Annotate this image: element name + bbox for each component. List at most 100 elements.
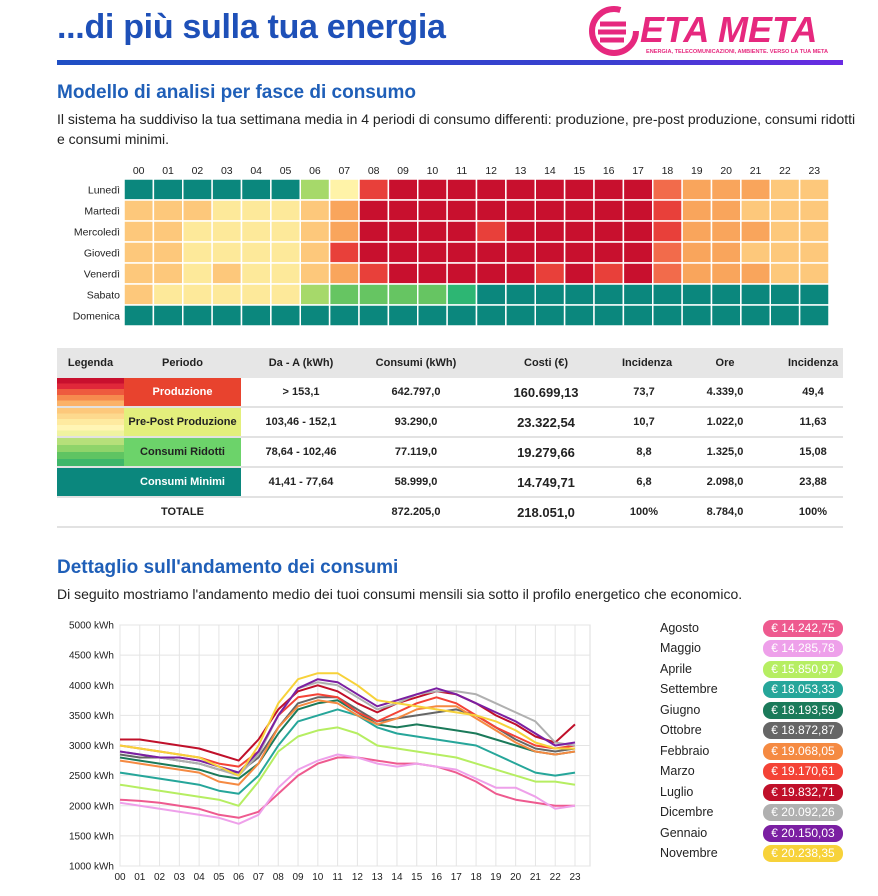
heat-cell	[652, 262, 683, 285]
heat-cell	[446, 241, 478, 264]
heat-cell	[740, 241, 771, 264]
heat-cell	[152, 262, 184, 285]
heat-cell	[681, 304, 713, 327]
legend-name: Dicembre	[660, 805, 714, 820]
heat-cell	[328, 241, 360, 264]
cell-range: 41,41 - 77,64	[241, 467, 361, 498]
cell-incidenza: 100%	[621, 497, 667, 528]
hour-label: 11	[456, 165, 467, 177]
heat-cell	[798, 304, 830, 327]
heat-cell	[534, 241, 566, 264]
x-tick-label: 13	[372, 872, 384, 883]
x-tick-label: 21	[530, 872, 542, 883]
y-tick-label: 2500 kWh	[69, 771, 114, 782]
cell-ore: 2.098,0	[667, 467, 783, 498]
heat-cell	[328, 283, 360, 306]
heat-cell	[270, 220, 301, 243]
hour-label: 08	[368, 165, 380, 177]
heat-cell	[710, 178, 742, 201]
x-tick-label: 03	[174, 872, 186, 883]
legend-name: Gennaio	[660, 825, 708, 840]
legend-cost: € 18.053,33	[763, 681, 843, 699]
legend-cost: € 14.242,75	[763, 620, 843, 637]
heat-cell	[622, 199, 654, 222]
heat-cell	[798, 283, 830, 306]
day-label: Lunedì	[88, 185, 120, 197]
heat-cell	[475, 283, 507, 306]
heat-cell	[652, 220, 683, 243]
heat-cell	[328, 304, 360, 327]
heat-cell	[534, 199, 566, 222]
heat-cell	[563, 262, 595, 285]
legend-cost: € 20.238,35	[763, 844, 843, 862]
heat-cell	[387, 241, 419, 264]
section-heading: Modello di analisi per fasce di consumo	[57, 82, 416, 103]
legend-name: Agosto	[660, 621, 699, 635]
heat-cell	[358, 220, 390, 243]
logo-icon	[589, 6, 639, 56]
heat-cell	[798, 220, 830, 243]
heat-cell	[769, 178, 801, 201]
heat-cell	[211, 178, 243, 201]
heat-cell	[475, 241, 507, 264]
x-tick-label: 07	[253, 872, 265, 883]
heat-cell	[505, 178, 536, 201]
heat-cell	[358, 178, 390, 201]
heat-cell	[652, 304, 683, 327]
heat-cell	[152, 220, 184, 243]
table-row: TOTALE 872.205,0 218.051,0 100% 8.784,0 100%	[57, 497, 843, 528]
legend-cost: € 18.872,87	[763, 722, 843, 740]
heat-cell	[622, 241, 654, 264]
heat-cell	[299, 241, 331, 264]
heat-cell	[710, 241, 742, 264]
heat-cell	[152, 304, 184, 327]
x-tick-label: 09	[292, 872, 304, 883]
hour-label: 09	[397, 165, 409, 177]
heat-cell	[798, 199, 830, 222]
cell-incidenza-ore: 49,4	[783, 378, 843, 408]
legend-swatch	[57, 407, 124, 438]
heat-cell	[152, 283, 184, 306]
cell-incidenza-ore: 11,63	[783, 407, 843, 438]
heat-cell	[299, 283, 331, 306]
heat-cell	[769, 262, 801, 285]
y-tick-label: 3500 kWh	[69, 711, 114, 722]
legend-cost: € 19.832,71	[763, 783, 843, 801]
heat-cell	[563, 304, 595, 327]
heat-cell	[211, 262, 243, 285]
heat-cell	[505, 220, 536, 243]
hour-label: 20	[720, 165, 732, 177]
heat-cell	[211, 199, 243, 222]
heat-cell	[152, 241, 184, 264]
heat-cell	[358, 283, 390, 306]
x-tick-label: 11	[332, 872, 343, 883]
heat-cell	[270, 283, 301, 306]
heat-cell	[769, 304, 801, 327]
heat-cell	[211, 283, 243, 306]
heat-cell	[622, 178, 654, 201]
heat-cell	[505, 241, 536, 264]
heat-cell	[769, 199, 801, 222]
series-line	[120, 684, 576, 762]
y-tick-label: 1500 kWh	[69, 831, 114, 842]
heat-cell	[769, 220, 801, 243]
section-heading: Dettaglio sull'andamento dei consumi	[57, 557, 399, 578]
column-header: Incidenza	[621, 348, 672, 378]
x-tick-label: 02	[154, 872, 166, 883]
legend-cost: € 14.285,78	[763, 640, 843, 658]
table-row: Produzione > 153,1 642.797,0 160.699,13 73,7…	[57, 378, 843, 408]
hour-label: 12	[485, 165, 497, 177]
heat-cell	[123, 220, 155, 243]
hour-label: 03	[221, 165, 233, 177]
heat-cell	[328, 178, 360, 201]
legend-cost: € 19.170,61	[763, 763, 843, 781]
x-tick-label: 06	[233, 872, 245, 883]
hour-label: 01	[162, 165, 174, 177]
hour-label: 23	[808, 165, 820, 177]
cell-period: Produzione	[124, 378, 241, 408]
cell-costi: 160.699,13	[471, 378, 621, 408]
heat-cell	[593, 283, 625, 306]
heat-cell	[240, 178, 272, 201]
heat-cell	[505, 304, 536, 327]
